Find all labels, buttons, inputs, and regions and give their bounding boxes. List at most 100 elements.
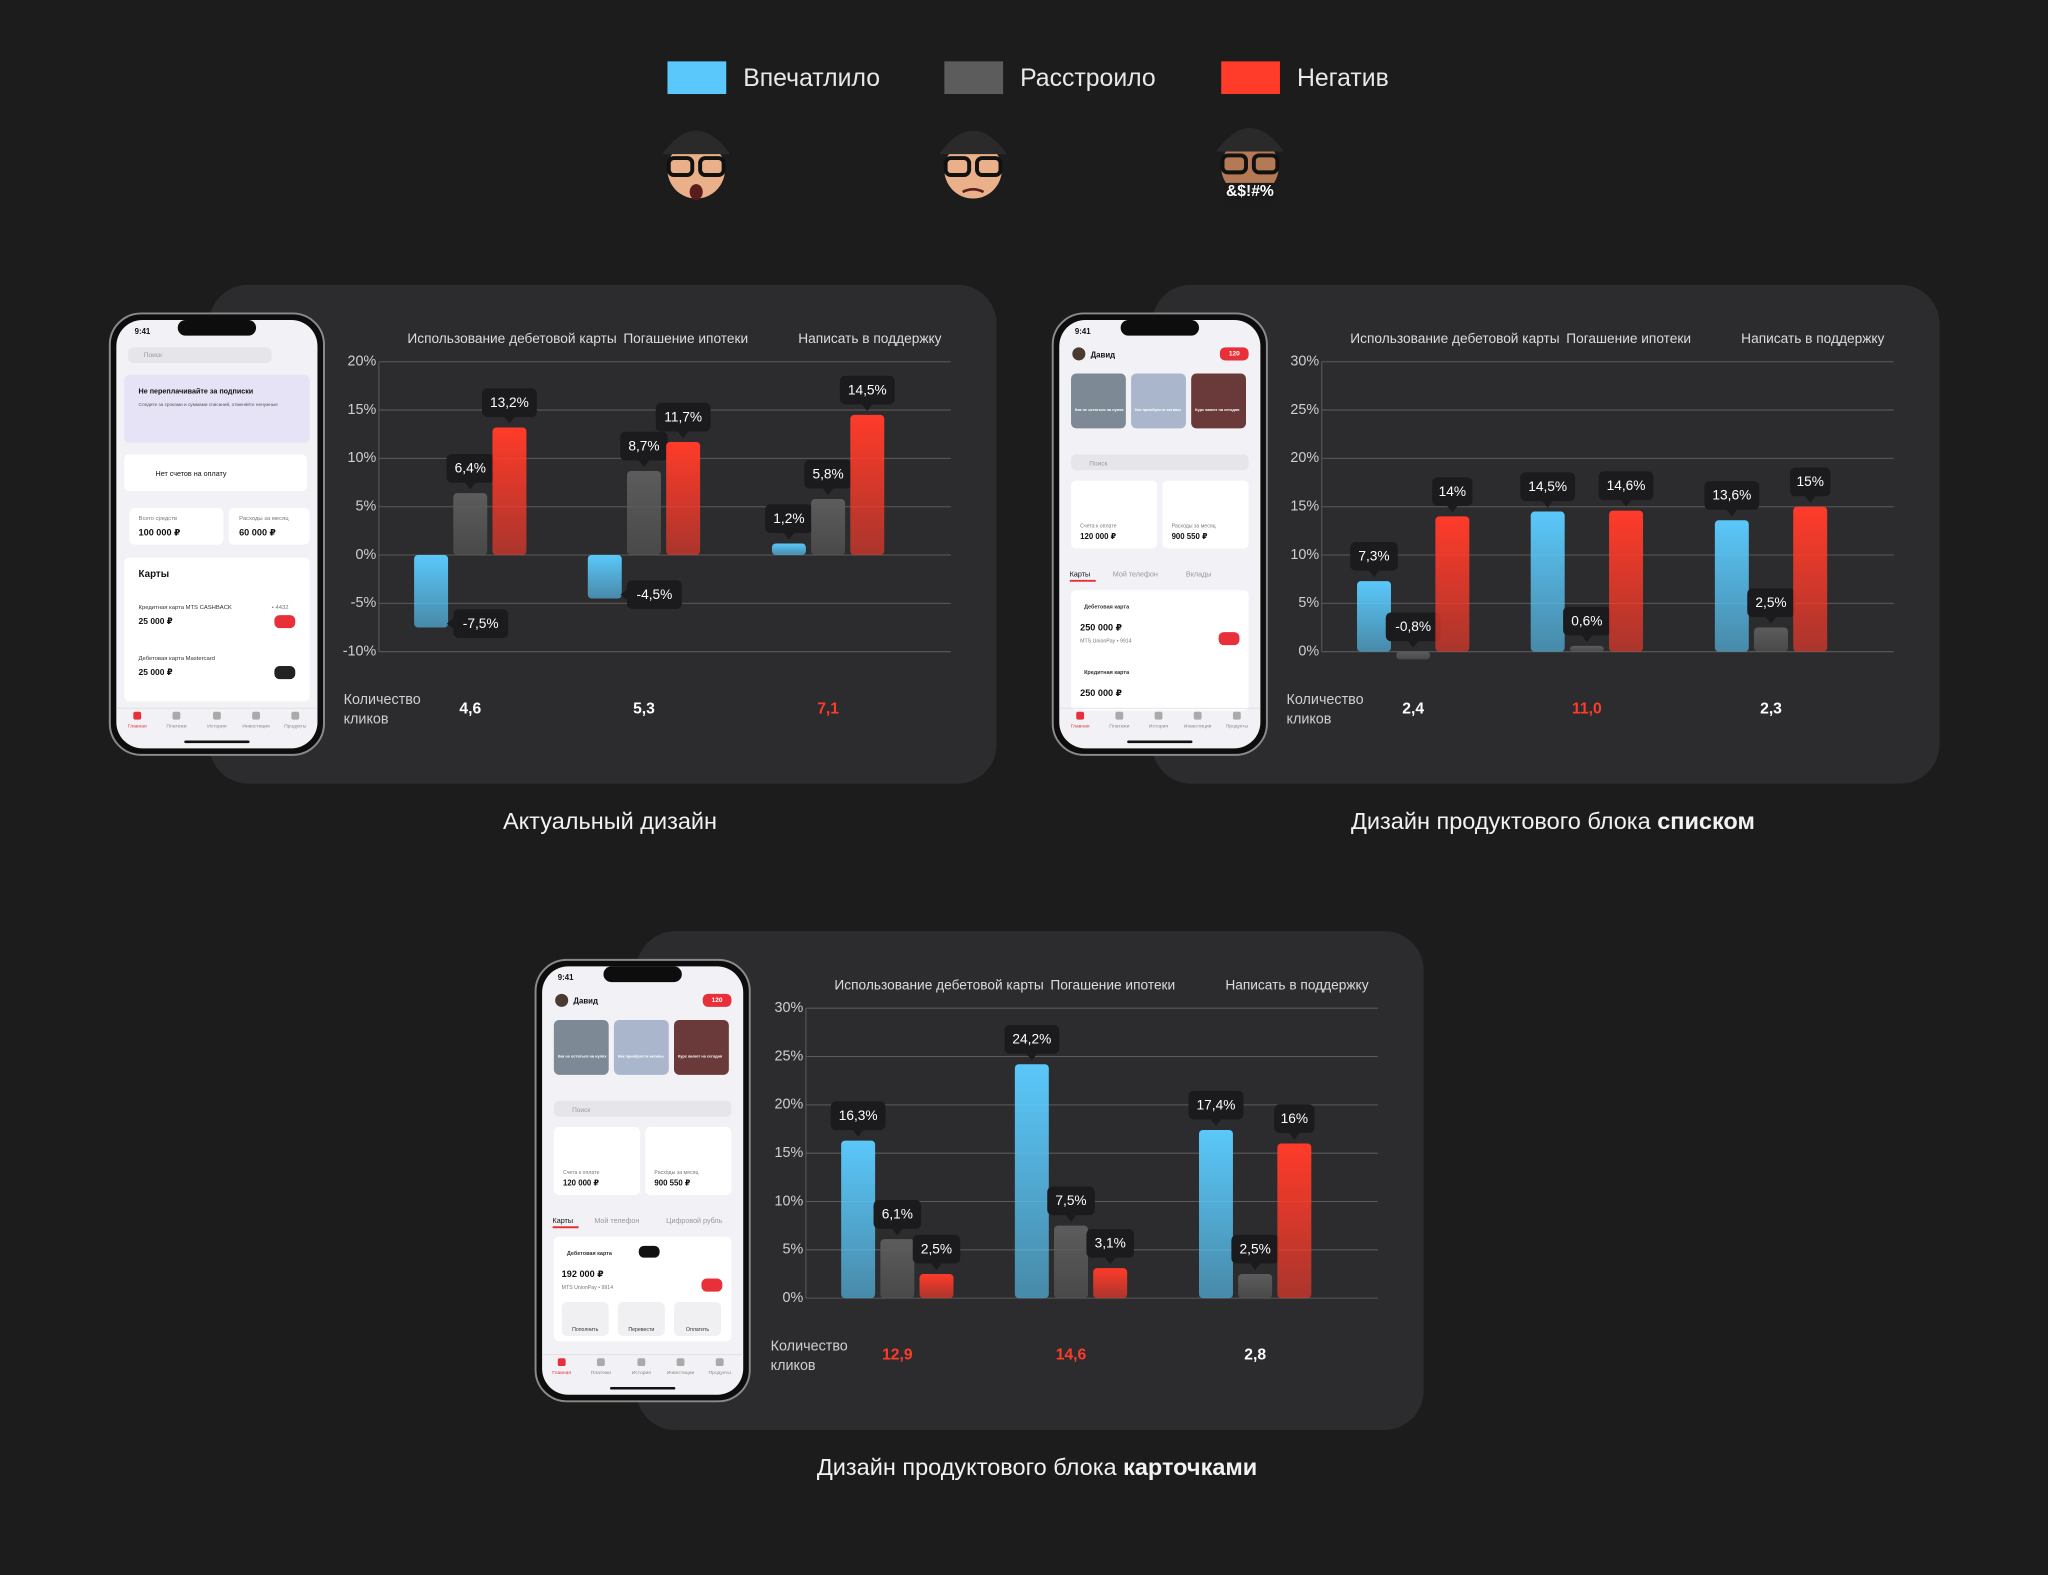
phone-block <box>274 615 296 629</box>
emoji-1 <box>662 130 731 200</box>
phone-block <box>1162 480 1249 549</box>
category-label: Погашение ипотеки <box>1050 978 1175 993</box>
clicks-title: Количество кликов <box>1286 692 1364 728</box>
category-label: Использование дебетовой карты <box>1350 331 1559 346</box>
phone-text: Счета к оплате <box>563 1170 599 1176</box>
phone-nav-icon <box>715 1358 724 1367</box>
value-callout <box>804 459 852 489</box>
phone-nav-icon <box>1232 711 1241 720</box>
legend-label: Расстроило <box>1020 65 1156 92</box>
phone-text: Поиск <box>1089 460 1107 467</box>
value-label: 2,5% <box>921 1241 952 1256</box>
value-label: 7,3% <box>1358 549 1389 564</box>
phone-text: Давид <box>573 997 598 1006</box>
value-label: 13,2% <box>490 395 529 410</box>
caption: Актуальный дизайн <box>503 808 717 834</box>
phone-block <box>124 454 308 492</box>
bar <box>1054 1225 1088 1299</box>
value-callout <box>1004 1025 1060 1054</box>
phone-block <box>1071 590 1249 711</box>
phone-text: 120 <box>712 997 723 1004</box>
value-callout <box>1385 612 1441 642</box>
y-tick-label: 0% <box>783 1290 804 1306</box>
phone-nav-bar <box>542 1354 744 1356</box>
phone-text: Дебетовая карта Mastercard <box>139 656 215 662</box>
value-label: 17,4% <box>1197 1097 1236 1112</box>
phone-notch <box>603 966 682 983</box>
callout-pointer <box>1026 1053 1038 1061</box>
emoji-3 <box>1215 127 1284 202</box>
phone-text: Поиск <box>572 1107 590 1114</box>
phone-text: Оплатить <box>686 1327 709 1333</box>
bar <box>1714 520 1749 652</box>
value-label: 13,6% <box>1712 488 1751 503</box>
y-tick-label: 15% <box>347 402 376 418</box>
phone-block <box>129 508 224 545</box>
value-label: 1,2% <box>773 511 804 526</box>
bar <box>1093 1268 1128 1299</box>
phone-nav-label: Главная <box>128 723 147 729</box>
clicks-title-text: Количество кликов <box>343 692 421 728</box>
bar <box>626 470 661 556</box>
phone-nav-label: Платежи <box>166 723 186 729</box>
category-label: Использование дебетовой карты <box>407 331 616 346</box>
bar <box>1357 581 1391 652</box>
bar <box>1530 511 1565 652</box>
phone-nav-label: Продукты <box>1226 723 1249 729</box>
value-callout <box>873 1200 922 1229</box>
phone-nav-icon <box>637 1358 646 1367</box>
value-callout <box>912 1234 961 1264</box>
phone-text: Следите за сроками и суммами списаний, о… <box>139 401 279 407</box>
bar <box>850 414 885 556</box>
caption-text: Дизайн продуктового блока <box>1351 808 1657 834</box>
phone-text: Мой телефон <box>1113 571 1158 579</box>
clicks-value: 11,0 <box>1572 700 1602 717</box>
value-label: 24,2% <box>1012 1032 1051 1047</box>
phone-text: 192 000 ₽ <box>562 1269 604 1279</box>
value-callout <box>1047 1186 1095 1216</box>
value-callout <box>1188 1090 1244 1120</box>
phone-nav-icon <box>596 1358 605 1367</box>
callout-pointer <box>852 1130 864 1137</box>
value-label: 0,6% <box>1571 613 1602 628</box>
phone-block <box>1071 454 1249 471</box>
phone-block <box>1218 632 1240 646</box>
phone-nav-icon <box>252 711 261 720</box>
value-callout <box>1790 467 1831 497</box>
phone-text: Кредитная карта MTS CASHBACK <box>139 605 232 611</box>
y-tick-label: 30% <box>775 1000 804 1016</box>
bar <box>771 543 806 556</box>
phone-text: Как не остаться на нулях <box>1075 407 1125 412</box>
category-label: Написать в поддержку <box>1741 331 1884 346</box>
y-tick-label: 15% <box>1290 499 1319 515</box>
phone-block <box>553 1127 641 1195</box>
phone-text: Курс валют на сегодня <box>1195 407 1239 412</box>
phone-avatar <box>555 993 569 1007</box>
bar <box>1569 645 1604 652</box>
phone-home-indicator <box>184 740 250 744</box>
clicks-title: Количество кликов <box>771 1339 848 1374</box>
phone-text: 250 000 ₽ <box>1080 688 1122 698</box>
y-tick-label: -10% <box>343 643 377 659</box>
legend-label: Негатив <box>1297 65 1389 92</box>
value-callout <box>1086 1228 1134 1258</box>
callout-pointer <box>783 532 795 540</box>
y-tick-label: 20% <box>775 1097 804 1113</box>
phone-text: Расходы за месяц <box>1172 524 1216 530</box>
value-label: 16,3% <box>839 1108 878 1123</box>
phone-avatar <box>1072 347 1086 361</box>
phone-text: 900 550 ₽ <box>654 1178 690 1187</box>
callout-pointer <box>465 482 476 490</box>
value-label: 8,7% <box>628 438 659 453</box>
value-label: 14% <box>1439 484 1466 499</box>
phone-text: 100 000 ₽ <box>139 527 181 537</box>
phone-text: Пополнить <box>572 1327 598 1333</box>
phone-nav-icon <box>212 711 221 720</box>
phone-text: Курс валют на сегодня <box>678 1054 722 1059</box>
bar <box>1238 1273 1273 1299</box>
phone-block <box>701 1278 723 1292</box>
bar <box>1277 1143 1312 1299</box>
phone-text: 9:41 <box>1075 327 1091 336</box>
clicks-title-text: Количество кликов <box>1286 692 1364 728</box>
